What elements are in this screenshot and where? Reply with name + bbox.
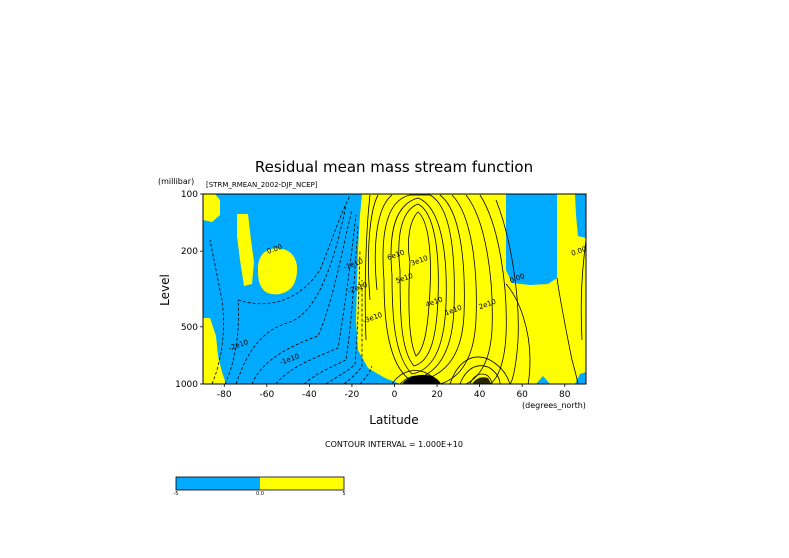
colorbar-label-min: -5	[174, 491, 179, 497]
colorbar-positive	[260, 477, 344, 490]
surface-dense-band	[402, 374, 441, 384]
negative-patch-surface-nh	[536, 376, 550, 384]
pos-contour-4	[382, 194, 455, 381]
y-tick-label-1: 200	[181, 247, 198, 257]
negative-contours	[209, 195, 373, 385]
colorbar-frame	[175, 476, 345, 491]
pos-contour-10	[505, 283, 531, 385]
negative-patch-polar	[575, 194, 586, 238]
pos-contour-6	[368, 194, 477, 385]
pos-contour-17	[580, 239, 587, 341]
x-tick-label-1: -60	[259, 390, 274, 400]
y-axis-title: Level	[158, 274, 172, 306]
y-units-label: (millibar)	[158, 177, 194, 186]
x-axis-title: Latitude	[369, 413, 418, 427]
pos-contour-7	[364, 194, 493, 385]
pos-contour-9	[495, 199, 519, 385]
colorbar: -5 0.0 5	[174, 476, 346, 497]
pos-contour-12	[459, 365, 501, 385]
neg-contour-4	[275, 214, 357, 385]
neg-contour-6	[325, 249, 361, 385]
neg-contour-8	[359, 365, 373, 385]
pos-contour-3	[390, 197, 447, 375]
x-tick-label-4: 0	[392, 390, 398, 400]
neg-contour-1	[224, 195, 351, 385]
pos-contour-16	[556, 277, 579, 385]
neg-contour-2	[235, 204, 347, 385]
negative-region-main	[203, 194, 400, 384]
x-tick-label-0: -80	[217, 390, 232, 400]
colorbar-negative	[176, 477, 260, 490]
pos-contour-8	[479, 194, 507, 385]
y-axis: 100 200 500 1000	[175, 190, 203, 390]
contour-interval-note: CONTOUR INTERVAL = 1.000E+10	[325, 440, 463, 449]
positive-patch-southwest	[203, 194, 220, 222]
x-tick-label-8: 80	[559, 390, 571, 400]
neg-contour-9	[209, 239, 224, 385]
colorbar-label-max: 5	[342, 491, 345, 497]
pos-contour-1	[408, 211, 431, 357]
positive-strip-south	[237, 214, 254, 286]
neg-contour-7	[343, 280, 363, 385]
positive-blob-south	[258, 248, 298, 295]
negative-region-north	[506, 194, 557, 285]
surface-dense-band-2	[472, 377, 491, 384]
x-tick-label-5: 20	[431, 390, 443, 400]
colorbar-label-mid: 0.0	[256, 491, 264, 497]
y-tick-label-3: 1000	[175, 380, 198, 390]
chart-title: Residual mean mass stream function	[255, 158, 533, 176]
x-tick-label-2: -40	[302, 390, 317, 400]
x-axis: -80 -60 -40 -20 0 20 40 60 80	[217, 384, 571, 400]
dataset-label: [STRM_RMEAN_2002-DJF_NCEP]	[206, 181, 318, 189]
x-tick-label-3: -20	[345, 390, 360, 400]
neg-contour-3	[251, 209, 353, 385]
pos-contour-5	[374, 194, 465, 385]
pos-contour-2	[398, 203, 439, 367]
y-tick-label-2: 500	[181, 323, 198, 333]
pos-contour-13	[469, 373, 493, 385]
x-tick-label-7: 60	[516, 390, 528, 400]
plot-area: 0.000.000.00-1e10-2e10-3e10-2e10-1e106e1…	[202, 193, 588, 385]
x-units-label: (degrees_north)	[522, 401, 586, 410]
y-tick-label-0: 100	[181, 190, 198, 200]
x-tick-label-6: 40	[474, 390, 486, 400]
pos-contour-11	[449, 356, 511, 385]
positive-patch-lowerleft	[203, 318, 226, 384]
